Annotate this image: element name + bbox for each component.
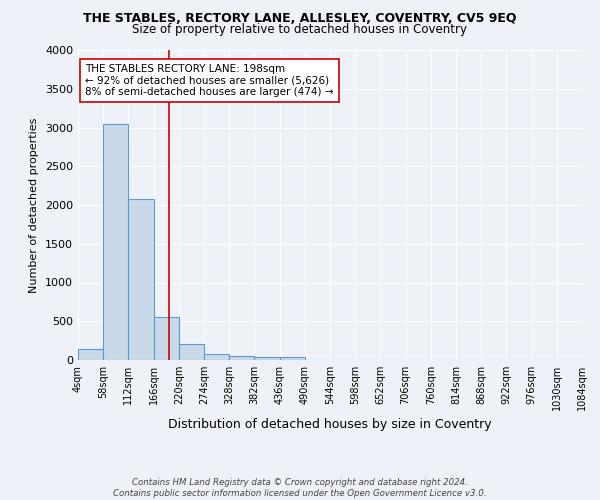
Bar bbox=[280, 356, 305, 360]
Bar bbox=[78, 349, 103, 360]
Bar bbox=[254, 356, 280, 360]
Bar bbox=[204, 354, 229, 360]
Bar bbox=[128, 199, 154, 360]
Text: Size of property relative to detached houses in Coventry: Size of property relative to detached ho… bbox=[133, 22, 467, 36]
Text: THE STABLES RECTORY LANE: 198sqm
← 92% of detached houses are smaller (5,626)
8%: THE STABLES RECTORY LANE: 198sqm ← 92% o… bbox=[85, 64, 334, 97]
Bar bbox=[229, 356, 254, 360]
Text: THE STABLES, RECTORY LANE, ALLESLEY, COVENTRY, CV5 9EQ: THE STABLES, RECTORY LANE, ALLESLEY, COV… bbox=[83, 12, 517, 26]
Y-axis label: Number of detached properties: Number of detached properties bbox=[29, 118, 40, 292]
Bar bbox=[179, 344, 204, 360]
Text: Contains HM Land Registry data © Crown copyright and database right 2024.
Contai: Contains HM Land Registry data © Crown c… bbox=[113, 478, 487, 498]
X-axis label: Distribution of detached houses by size in Coventry: Distribution of detached houses by size … bbox=[168, 418, 492, 432]
Bar bbox=[103, 124, 128, 360]
Bar bbox=[154, 318, 179, 360]
